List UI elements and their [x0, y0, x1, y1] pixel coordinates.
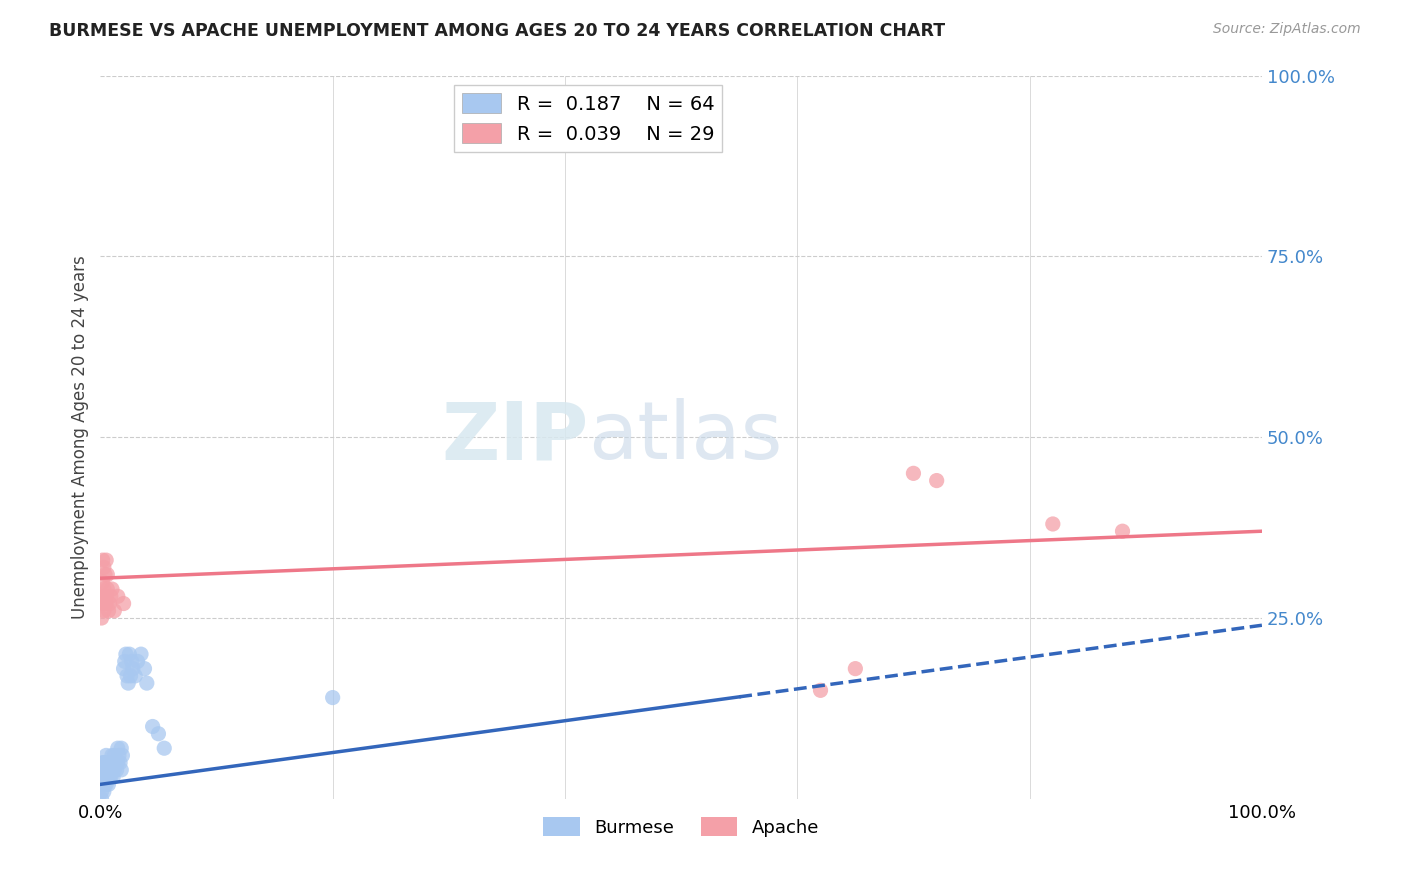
- Point: [117, 676, 139, 690]
- Point: [93, 763, 115, 777]
- Point: [134, 662, 156, 676]
- Point: [90, 597, 112, 611]
- Point: [96, 756, 118, 770]
- Point: [91, 763, 114, 777]
- Point: [91, 574, 114, 589]
- Point: [118, 647, 141, 661]
- Point: [94, 770, 117, 784]
- Point: [94, 756, 117, 770]
- Point: [96, 763, 118, 777]
- Point: [108, 748, 131, 763]
- Point: [103, 604, 125, 618]
- Point: [91, 590, 114, 604]
- Point: [107, 741, 129, 756]
- Text: Source: ZipAtlas.com: Source: ZipAtlas.com: [1213, 22, 1361, 37]
- Point: [104, 756, 127, 770]
- Y-axis label: Unemployment Among Ages 20 to 24 years: Unemployment Among Ages 20 to 24 years: [72, 255, 89, 619]
- Point: [103, 763, 125, 777]
- Point: [96, 567, 118, 582]
- Point: [90, 770, 112, 784]
- Point: [96, 590, 118, 604]
- Point: [98, 770, 121, 784]
- Legend: Burmese, Apache: Burmese, Apache: [536, 810, 827, 844]
- Point: [94, 597, 117, 611]
- Point: [101, 756, 124, 770]
- Point: [97, 763, 120, 777]
- Point: [96, 597, 118, 611]
- Point: [925, 474, 948, 488]
- Point: [903, 467, 925, 481]
- Point: [100, 770, 122, 784]
- Text: BURMESE VS APACHE UNEMPLOYMENT AMONG AGES 20 TO 24 YEARS CORRELATION CHART: BURMESE VS APACHE UNEMPLOYMENT AMONG AGE…: [49, 22, 945, 40]
- Point: [322, 690, 344, 705]
- Point: [101, 748, 124, 763]
- Point: [91, 770, 114, 784]
- Point: [96, 763, 118, 777]
- Point: [96, 582, 118, 596]
- Point: [810, 683, 832, 698]
- Point: [122, 662, 145, 676]
- Point: [97, 756, 120, 770]
- Point: [96, 553, 118, 567]
- Point: [105, 763, 128, 777]
- Point: [101, 763, 124, 777]
- Point: [94, 567, 117, 582]
- Point: [115, 669, 138, 683]
- Point: [114, 654, 136, 668]
- Point: [91, 553, 114, 567]
- Point: [110, 763, 132, 777]
- Point: [94, 590, 117, 604]
- Point: [142, 719, 165, 733]
- Point: [135, 676, 157, 690]
- Point: [96, 770, 118, 784]
- Point: [96, 777, 118, 791]
- Point: [103, 748, 125, 763]
- Point: [93, 770, 115, 784]
- Point: [94, 763, 117, 777]
- Point: [107, 590, 129, 604]
- Point: [93, 777, 115, 791]
- Text: atlas: atlas: [588, 398, 783, 476]
- Point: [153, 741, 176, 756]
- Point: [90, 777, 112, 791]
- Point: [115, 647, 138, 661]
- Point: [93, 756, 115, 770]
- Point: [91, 756, 114, 770]
- Point: [111, 748, 134, 763]
- Point: [121, 654, 143, 668]
- Point: [1042, 516, 1064, 531]
- Point: [124, 669, 146, 683]
- Point: [90, 611, 112, 625]
- Point: [97, 777, 120, 791]
- Point: [129, 647, 152, 661]
- Point: [844, 662, 866, 676]
- Point: [90, 784, 112, 798]
- Point: [148, 727, 170, 741]
- Point: [93, 784, 115, 798]
- Point: [96, 770, 118, 784]
- Point: [120, 669, 142, 683]
- Point: [93, 582, 115, 596]
- Point: [108, 756, 131, 770]
- Point: [97, 604, 120, 618]
- Point: [107, 756, 129, 770]
- Point: [96, 748, 118, 763]
- Point: [110, 741, 132, 756]
- Point: [127, 654, 149, 668]
- Point: [90, 792, 112, 806]
- Point: [100, 756, 122, 770]
- Point: [1111, 524, 1133, 539]
- Point: [98, 597, 121, 611]
- Point: [112, 597, 135, 611]
- Point: [94, 777, 117, 791]
- Point: [91, 777, 114, 791]
- Text: ZIP: ZIP: [441, 398, 588, 476]
- Point: [101, 582, 124, 596]
- Point: [100, 590, 122, 604]
- Point: [93, 560, 115, 574]
- Point: [112, 662, 135, 676]
- Point: [101, 770, 124, 784]
- Point: [93, 604, 115, 618]
- Point: [98, 763, 121, 777]
